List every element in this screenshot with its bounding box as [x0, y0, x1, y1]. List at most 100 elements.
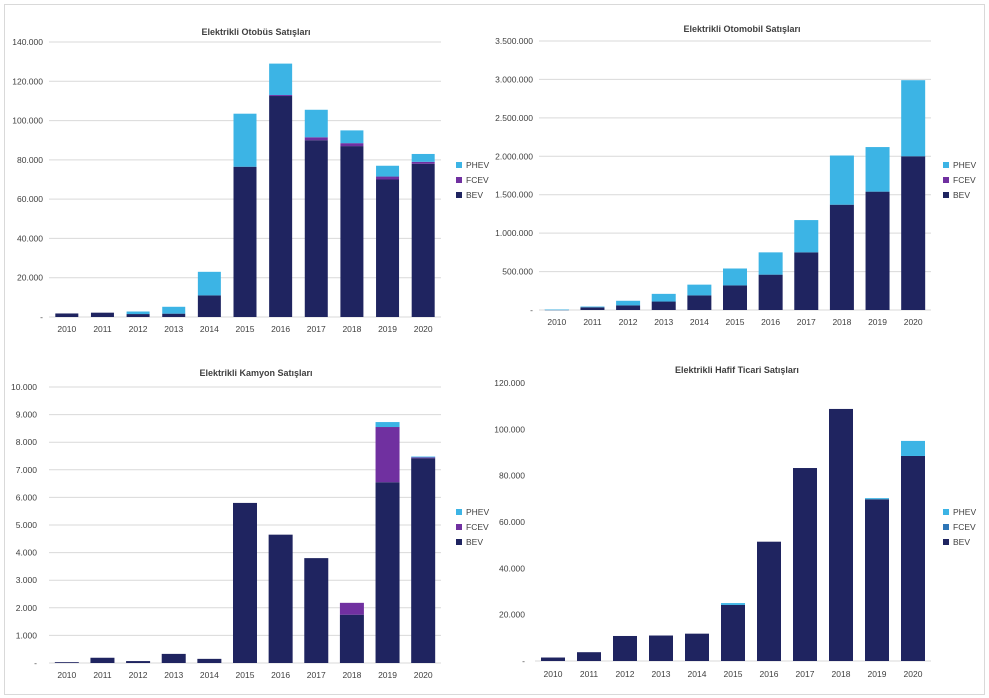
chart2-xtick-label: 2018: [832, 317, 851, 327]
chart3-bar-fcev-2020: [411, 457, 436, 459]
chart2-bar-bev-2017: [794, 252, 819, 310]
chart2-legend-label-phev: PHEV: [953, 160, 976, 170]
chart3-bar-bev-2020: [411, 458, 436, 663]
chart3-legend-swatch-fcev: [456, 524, 462, 530]
chart3-ytick-label: -: [34, 658, 37, 668]
chart2-xtick-label: 2014: [690, 317, 709, 327]
chart4-bar-bev-2014: [685, 633, 709, 661]
chart4-xtick-label: 2010: [544, 669, 563, 679]
chart2-bar-bev-2014: [687, 295, 712, 310]
chart4-legend-label-fcev: FCEV: [953, 522, 976, 532]
chart3-bar-bev-2015: [233, 502, 257, 663]
chart1-xtick-label: 2011: [93, 324, 112, 334]
chart4-legend-swatch-fcev: [943, 524, 949, 530]
chart2-bar-phev-2018: [829, 155, 854, 205]
chart4-xtick-label: 2018: [832, 669, 851, 679]
chart2-bar-phev-2011: [580, 306, 605, 308]
chart4-bar-bev-2017: [793, 468, 817, 661]
chart3-xtick-label: 2012: [129, 670, 148, 680]
chart3-bar-fcev-2018: [339, 602, 364, 615]
chart3-bar-fcev-2019: [375, 427, 400, 483]
chart1-bar-phev-2012: [126, 311, 150, 315]
chart1-bar-fcev-2017: [304, 137, 328, 141]
chart3-legend-label-fcev: FCEV: [466, 522, 489, 532]
chart2-legend-swatch-fcev: [943, 177, 949, 183]
chart2-bar-bev-2015: [723, 285, 747, 310]
chart4-xtick-label: 2011: [580, 669, 599, 679]
chart4-ytick-label: -: [522, 656, 525, 666]
chart1-legend-label-bev: BEV: [466, 190, 483, 200]
chart2-ytick-label: 2.000.000: [495, 151, 533, 161]
chart4-xtick-label: 2014: [688, 669, 707, 679]
chart1-bar-fcev-2016: [269, 95, 293, 97]
chart3-xtick-label: 2014: [200, 670, 219, 680]
chart1-xtick-label: 2012: [129, 324, 148, 334]
chart1-bar-bev-2020: [411, 163, 435, 317]
chart4-bar-bev-2010: [541, 657, 565, 661]
chart4-title: Elektrikli Hafif Ticari Satışları: [675, 365, 799, 375]
chart2-legend-label-fcev: FCEV: [953, 175, 976, 185]
chart1-bar-phev-2018: [340, 130, 364, 144]
chart1-bar-phev-2020: [411, 153, 435, 162]
chart1-bar-bev-2014: [197, 295, 221, 317]
chart1-legend-swatch-fcev: [456, 177, 462, 183]
chart4-legend-label-bev: BEV: [953, 537, 970, 547]
chart3-ytick-label: 7.000: [16, 465, 38, 475]
chart4-bar-bev-2016: [757, 541, 781, 661]
chart2-legend-swatch-phev: [943, 162, 949, 168]
chart1-bar-bev-2018: [340, 146, 364, 317]
chart3-xtick-label: 2019: [378, 670, 397, 680]
chart1-ytick-label: 60.000: [17, 194, 43, 204]
chart1-xtick-label: 2016: [271, 324, 290, 334]
chart2-xtick-label: 2019: [868, 317, 887, 327]
chart2-ytick-label: 500.000: [502, 267, 533, 277]
chart1-bar-bev-2011: [90, 312, 114, 317]
chart1-ytick-label: 80.000: [17, 155, 43, 165]
chart3-ytick-label: 3.000: [16, 575, 38, 585]
chart3-bar-bev-2012: [126, 661, 151, 663]
chart2-bar-phev-2016: [758, 252, 783, 275]
chart2-bar-phev-2012: [616, 300, 641, 306]
chart3-xtick-label: 2013: [164, 670, 183, 680]
chart3-legend-swatch-bev: [456, 539, 462, 545]
chart2-ytick-label: 2.500.000: [495, 113, 533, 123]
chart2-bar-phev-2010: [544, 309, 569, 311]
chart4-bar-bev-2018: [829, 408, 853, 661]
chart3-legend-label-phev: PHEV: [466, 507, 489, 517]
chart2-bar-phev-2015: [723, 268, 747, 286]
chart4-legend-swatch-phev: [943, 509, 949, 515]
chart1-xtick-label: 2010: [57, 324, 76, 334]
chart4-bar-phev-2019: [865, 498, 889, 500]
chart2-bar-bev-2011: [580, 307, 605, 310]
chart3-ytick-label: 4.000: [16, 548, 38, 558]
chart3-title: Elektrikli Kamyon Satışları: [199, 368, 312, 378]
chart3-bar-phev-2020: [411, 456, 436, 458]
chart4-legend-label-phev: PHEV: [953, 507, 976, 517]
chart3-bar-phev-2019: [375, 422, 400, 428]
chart1-legend-swatch-bev: [456, 192, 462, 198]
chart2-xtick-label: 2015: [726, 317, 745, 327]
chart4-ytick-label: 80.000: [499, 471, 525, 481]
chart4-bar-bev-2013: [649, 635, 673, 661]
chart4-xtick-label: 2016: [760, 669, 779, 679]
chart2-xtick-label: 2020: [904, 317, 923, 327]
chart2-xtick-label: 2012: [619, 317, 638, 327]
chart3-legend-label-bev: BEV: [466, 537, 483, 547]
chart1-ytick-label: 20.000: [17, 273, 43, 283]
chart4-bar-bev-2020: [901, 455, 925, 661]
chart2-xtick-label: 2010: [547, 317, 566, 327]
chart2-bar-bev-2018: [829, 204, 854, 310]
chart4-ytick-label: 120.000: [494, 378, 525, 388]
chart1-bar-bev-2016: [269, 96, 293, 318]
chart1-bar-bev-2013: [162, 313, 186, 317]
chart1-xtick-label: 2017: [307, 324, 326, 334]
chart3-xtick-label: 2016: [271, 670, 290, 680]
chart1-bar-phev-2016: [269, 63, 293, 96]
chart1-legend-label-phev: PHEV: [466, 160, 489, 170]
chart1-bar-phev-2017: [304, 109, 328, 138]
chart3-bar-bev-2013: [161, 653, 186, 663]
chart1-ytick-label: 40.000: [17, 233, 43, 243]
charts-canvas: Elektrikli Otobüs Satışları - 20.000 40.000…: [11, 24, 976, 680]
chart4-ytick-label: 20.000: [499, 610, 525, 620]
chart2-bar-bev-2020: [901, 156, 926, 310]
